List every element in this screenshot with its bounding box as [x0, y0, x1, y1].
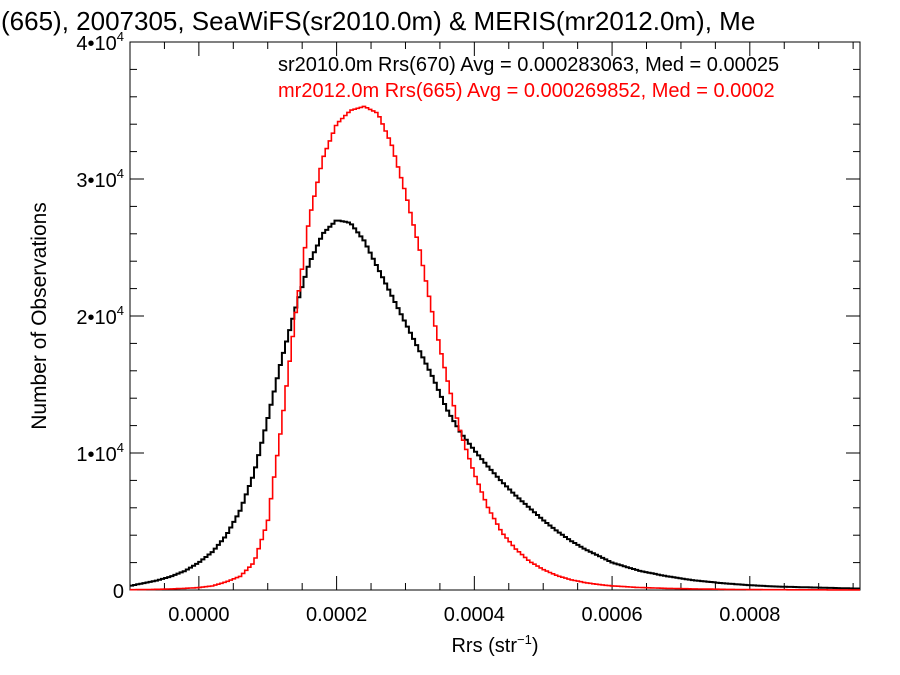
x-tick-label: 0.0002: [306, 604, 367, 626]
series-mr2012-line: [130, 105, 860, 591]
series-layer: [130, 105, 860, 591]
y-tick-label: 0: [113, 581, 124, 603]
plot-frame: [129, 41, 861, 591]
y-tick-label-base: 3•10: [76, 170, 116, 192]
x-tick-label: 0.0000: [168, 604, 229, 626]
x-tick-label: 0.0006: [581, 604, 642, 626]
y-tick-label: 2•104: [76, 303, 124, 329]
y-tick-label-exponent: 4: [117, 440, 124, 455]
x-axis-label: Rrs (str−1): [451, 632, 538, 657]
x-axis-ticks: [129, 42, 854, 590]
legend: sr2010.0m Rrs(670) Avg = 0.000283063, Me…: [278, 54, 779, 102]
y-tick-label-exponent: 4: [117, 166, 124, 181]
y-tick-label: 3•104: [76, 166, 124, 192]
y-tick-label: 1•104: [76, 440, 124, 466]
chart-title: s(665), 2007305, SeaWiFS(sr2010.0m) & ME…: [0, 6, 755, 36]
y-tick-label-exponent: 4: [117, 29, 124, 44]
x-axis-tick-labels: 0.0000 0.0002 0.0004 0.0006 0.0008: [168, 604, 780, 626]
x-axis-label-exponent: −1: [517, 632, 532, 647]
y-tick-label: 4•104: [76, 29, 124, 55]
legend-entry-mr2012: mr2012.0m Rrs(665) Avg = 0.000269852, Me…: [278, 80, 775, 102]
y-tick-label-base: 4•10: [76, 33, 116, 55]
y-axis-ticks: [130, 41, 860, 591]
y-tick-label-base: 0: [113, 581, 124, 603]
y-tick-label-exponent: 4: [117, 303, 124, 318]
series-sr2010-line: [130, 219, 860, 590]
x-tick-label: 0.0008: [719, 604, 780, 626]
y-axis-label: Number of Observations: [28, 202, 51, 430]
y-tick-label-base: 2•10: [76, 307, 116, 329]
legend-entry-sr2010: sr2010.0m Rrs(670) Avg = 0.000283063, Me…: [278, 54, 779, 76]
y-tick-label-base: 1•10: [76, 444, 116, 466]
x-axis-label-close: ): [532, 635, 539, 657]
x-tick-label: 0.0004: [444, 604, 505, 626]
x-axis-label-main: Rrs (str: [451, 635, 517, 657]
